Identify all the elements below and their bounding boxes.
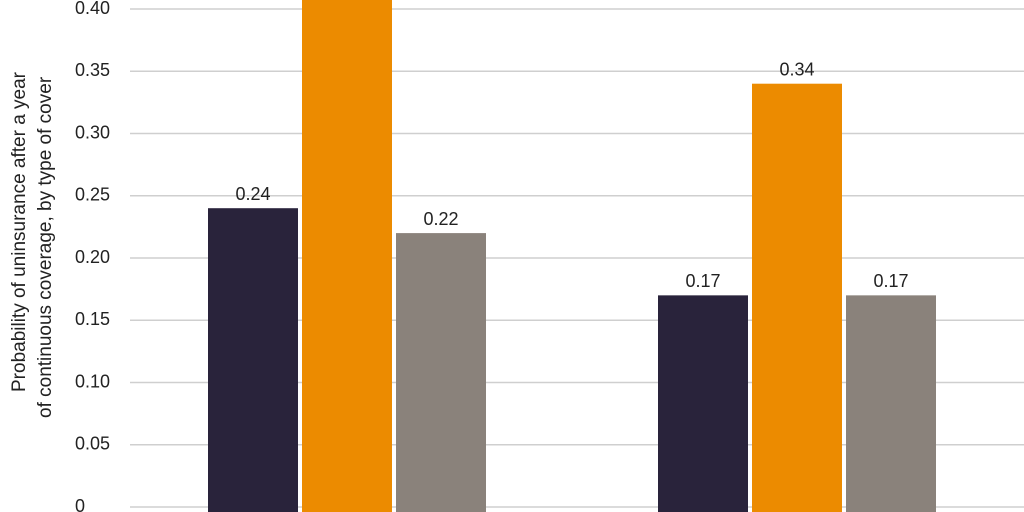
y-axis-label: of continuous coverage, by type of cover — [35, 76, 56, 418]
y-axis-label: Probability of uninsurance after a year — [9, 71, 30, 392]
y-tick-label: 0.05 — [75, 434, 110, 454]
y-tick-label: 0.40 — [75, 0, 110, 18]
y-tick-label: 0.15 — [75, 309, 110, 329]
data-label: 0.17 — [873, 271, 908, 291]
bar — [208, 208, 298, 512]
bar — [396, 233, 486, 512]
bar — [302, 0, 392, 512]
y-tick-label: 0.20 — [75, 247, 110, 267]
bar — [658, 295, 748, 512]
data-label: 0.17 — [685, 271, 720, 291]
bar — [752, 83, 842, 512]
y-tick-label: 0.25 — [75, 185, 110, 205]
y-tick-label: 0.10 — [75, 371, 110, 391]
data-label: 0.34 — [779, 59, 814, 79]
bar — [846, 295, 936, 512]
y-tick-label: 0.30 — [75, 122, 110, 142]
data-label: 0.24 — [235, 184, 270, 204]
y-tick-label: 0.35 — [75, 60, 110, 80]
y-tick-label: 0 — [75, 496, 85, 512]
data-label: 0.22 — [423, 209, 458, 229]
